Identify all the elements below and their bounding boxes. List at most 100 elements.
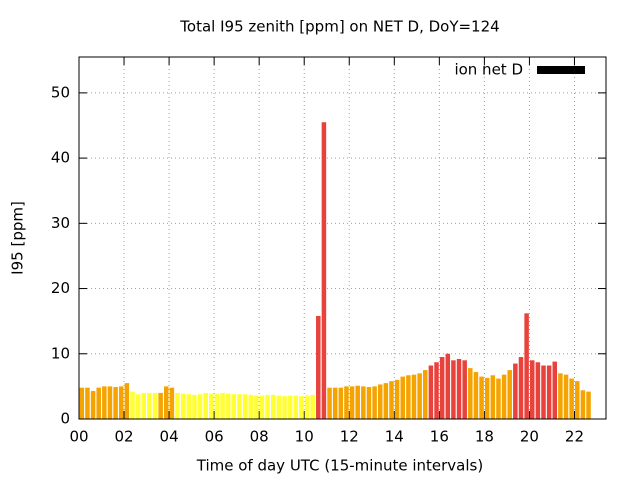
- bar: [490, 375, 496, 419]
- bar: [445, 353, 451, 419]
- x-tick-label: 10: [295, 428, 314, 446]
- bar: [107, 386, 113, 419]
- bar: [237, 394, 242, 419]
- bar: [529, 360, 535, 419]
- bar: [118, 386, 124, 419]
- y-tick-label: 40: [51, 149, 70, 167]
- bar: [316, 315, 321, 419]
- bar: [434, 362, 439, 419]
- bar: [102, 386, 107, 419]
- bar: [377, 384, 383, 419]
- bar: [332, 387, 338, 419]
- bar: [338, 387, 344, 419]
- x-tick-label: 00: [69, 428, 88, 446]
- bar: [580, 390, 586, 419]
- bar: [372, 386, 377, 419]
- bar: [411, 374, 417, 419]
- bar: [192, 394, 197, 419]
- bar: [366, 387, 372, 419]
- bar: [90, 390, 96, 419]
- bar: [473, 372, 479, 419]
- bar: [479, 376, 484, 419]
- chart-title: Total I95 zenith [ppm] on NET D, DoY=124: [179, 18, 499, 36]
- x-tick-label: 16: [430, 428, 449, 446]
- x-axis-label: Time of day UTC (15-minute intervals): [196, 457, 483, 475]
- bar: [518, 357, 524, 419]
- bar: [484, 377, 490, 419]
- x-tick-label: 06: [205, 428, 224, 446]
- bar: [468, 368, 473, 419]
- bar: [383, 383, 389, 419]
- bar: [321, 122, 327, 420]
- bar: [462, 360, 467, 419]
- bar: [270, 394, 276, 419]
- bar: [158, 392, 163, 419]
- bar: [79, 387, 85, 419]
- bar: [169, 387, 175, 419]
- bar: [507, 370, 512, 419]
- bar: [513, 363, 518, 419]
- bar: [524, 313, 529, 419]
- bar: [451, 360, 456, 419]
- y-tick-label: 50: [51, 83, 70, 101]
- legend-swatch: [537, 66, 585, 74]
- bar: [135, 394, 141, 419]
- bar: [203, 392, 208, 419]
- bar: [287, 395, 293, 419]
- bar: [164, 386, 169, 419]
- y-tick-label: 20: [51, 279, 70, 297]
- bar: [400, 376, 405, 419]
- bar: [197, 394, 203, 419]
- bar: [535, 362, 541, 419]
- bar: [310, 394, 315, 419]
- bar: [231, 394, 237, 419]
- bar: [501, 374, 507, 419]
- bar: [130, 391, 135, 419]
- bar: [276, 395, 282, 419]
- x-tick-label: 20: [520, 428, 539, 446]
- bar: [327, 387, 332, 419]
- bar: [558, 373, 563, 419]
- bar: [85, 387, 90, 419]
- bar: [220, 392, 225, 419]
- bar: [496, 378, 501, 419]
- bar: [575, 381, 580, 419]
- legend-label: ion net D: [454, 61, 523, 79]
- y-tick-label: 30: [51, 214, 70, 232]
- bar: [124, 383, 130, 419]
- x-tick-label: 18: [475, 428, 494, 446]
- bar: [586, 391, 591, 419]
- x-tick-label: 12: [340, 428, 359, 446]
- bar: [175, 392, 180, 419]
- plot-frame: [78, 56, 607, 420]
- bar: [361, 386, 366, 419]
- bar: [428, 365, 434, 419]
- bar: [439, 357, 445, 419]
- bar: [541, 365, 546, 419]
- bar: [299, 396, 304, 419]
- bar: [254, 395, 259, 419]
- bar: [147, 392, 152, 419]
- y-axis-label: I95 [ppm]: [9, 201, 27, 275]
- bar: [180, 393, 186, 419]
- bar: [417, 373, 422, 419]
- bar: [423, 370, 428, 419]
- bar: [265, 394, 270, 419]
- x-tick-label: 04: [160, 428, 179, 446]
- bar: [304, 395, 310, 419]
- y-tick-label: 0: [60, 410, 70, 428]
- bar: [355, 385, 360, 419]
- bar: [552, 361, 558, 419]
- bar: [349, 386, 355, 419]
- bar: [282, 396, 287, 419]
- x-tick-label: 14: [385, 428, 404, 446]
- bar: [569, 378, 574, 419]
- bar: [186, 394, 192, 419]
- bar: [248, 394, 253, 419]
- bar: [546, 365, 552, 419]
- bar: [242, 394, 248, 419]
- bar: [389, 381, 394, 419]
- bar: [293, 395, 299, 419]
- x-tick-label: 08: [250, 428, 269, 446]
